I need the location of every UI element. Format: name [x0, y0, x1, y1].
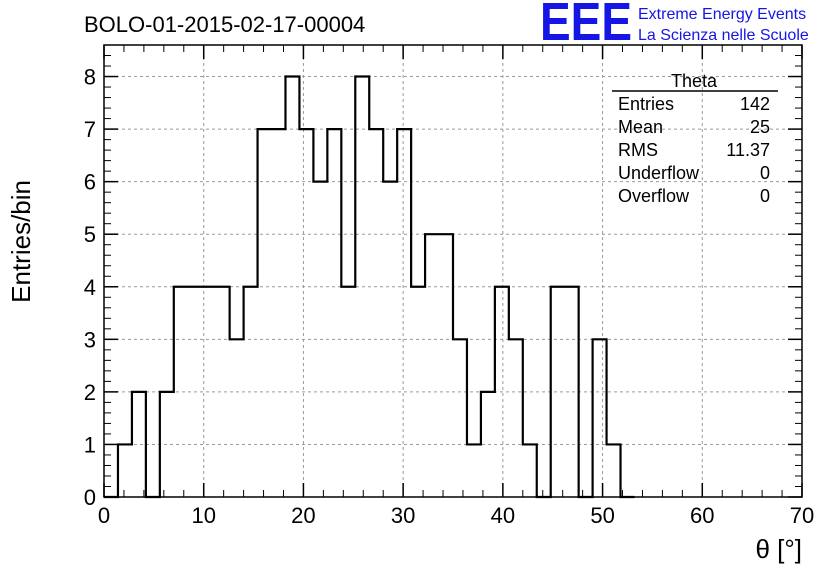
logo-line-1: Extreme Energy Events: [638, 6, 806, 23]
y-axis-title: Entries/bin: [6, 180, 36, 303]
histogram-bin: [453, 339, 467, 497]
stats-box: Theta Entries 142 Mean 25 RMS 11.37 Unde…: [612, 71, 778, 206]
y-tick-label: 3: [84, 327, 96, 352]
y-tick-label: 6: [84, 170, 96, 195]
x-tick-label: 50: [590, 503, 614, 528]
stats-overflow-label: Overflow: [618, 186, 690, 206]
histogram-bin: [383, 182, 397, 497]
y-tick-label: 2: [84, 380, 96, 405]
y-tick-label: 8: [84, 65, 96, 90]
logo-line-2: La Scienza nelle Scuole: [638, 27, 809, 44]
histogram-bin: [369, 129, 383, 497]
stats-rms-label: RMS: [618, 140, 658, 160]
x-tick-labels: 0 10 20 30 40 50 60 70: [98, 503, 814, 528]
histogram-bin: [523, 444, 537, 497]
histogram-bin: [258, 129, 272, 497]
x-tick-label: 70: [790, 503, 814, 528]
y-tick-labels: 0 1 2 3 4 5 6 7 8: [84, 65, 96, 510]
x-tick-label: 10: [191, 503, 215, 528]
stats-mean-label: Mean: [618, 117, 663, 137]
stats-entries-value: 142: [740, 94, 770, 114]
stats-underflow-label: Underflow: [618, 163, 700, 183]
x-tick-label: 60: [690, 503, 714, 528]
y-tick-label: 0: [84, 485, 96, 510]
axis-ticks: [103, 44, 803, 498]
x-tick-label: 30: [391, 503, 415, 528]
histogram-outline: [104, 75, 635, 499]
histogram-bin: [118, 444, 132, 497]
histogram-bin: [425, 234, 439, 497]
stats-name: Theta: [671, 71, 718, 91]
x-tick-label: 40: [491, 503, 515, 528]
histogram-bin: [216, 287, 230, 497]
y-tick-label: 7: [84, 117, 96, 142]
histogram-bin: [341, 287, 355, 497]
stats-mean-value: 25: [750, 117, 770, 137]
stats-entries-label: Entries: [618, 94, 674, 114]
stats-underflow-value: 0: [760, 163, 770, 183]
eee-logo: EEE Extreme Energy Events La Scienza nel…: [540, 0, 809, 52]
histogram-bin: [593, 339, 607, 497]
y-tick-label: 5: [84, 222, 96, 247]
histogram-bin: [607, 444, 621, 497]
y-tick-label: 4: [84, 275, 96, 300]
x-axis-title: θ [°]: [755, 534, 802, 564]
chart-title: BOLO-01-2015-02-17-00004: [84, 12, 365, 37]
histogram-bin: [509, 339, 523, 497]
plot-frame: [103, 44, 803, 498]
histogram-bin: [299, 129, 313, 497]
stats-overflow-value: 0: [760, 186, 770, 206]
histogram-bin: [272, 129, 286, 497]
histogram-bin: [327, 129, 341, 497]
histogram-bin: [467, 444, 481, 497]
histogram-bin: [174, 287, 188, 497]
histogram-bin: [397, 129, 411, 497]
x-tick-label: 20: [291, 503, 315, 528]
y-tick-label: 1: [84, 432, 96, 457]
histogram-bin: [230, 339, 244, 497]
x-tick-label: 0: [98, 503, 110, 528]
histogram-bin: [439, 234, 453, 497]
stats-rms-value: 11.37: [726, 140, 770, 160]
eee-logo-mark: EEE: [540, 0, 632, 52]
